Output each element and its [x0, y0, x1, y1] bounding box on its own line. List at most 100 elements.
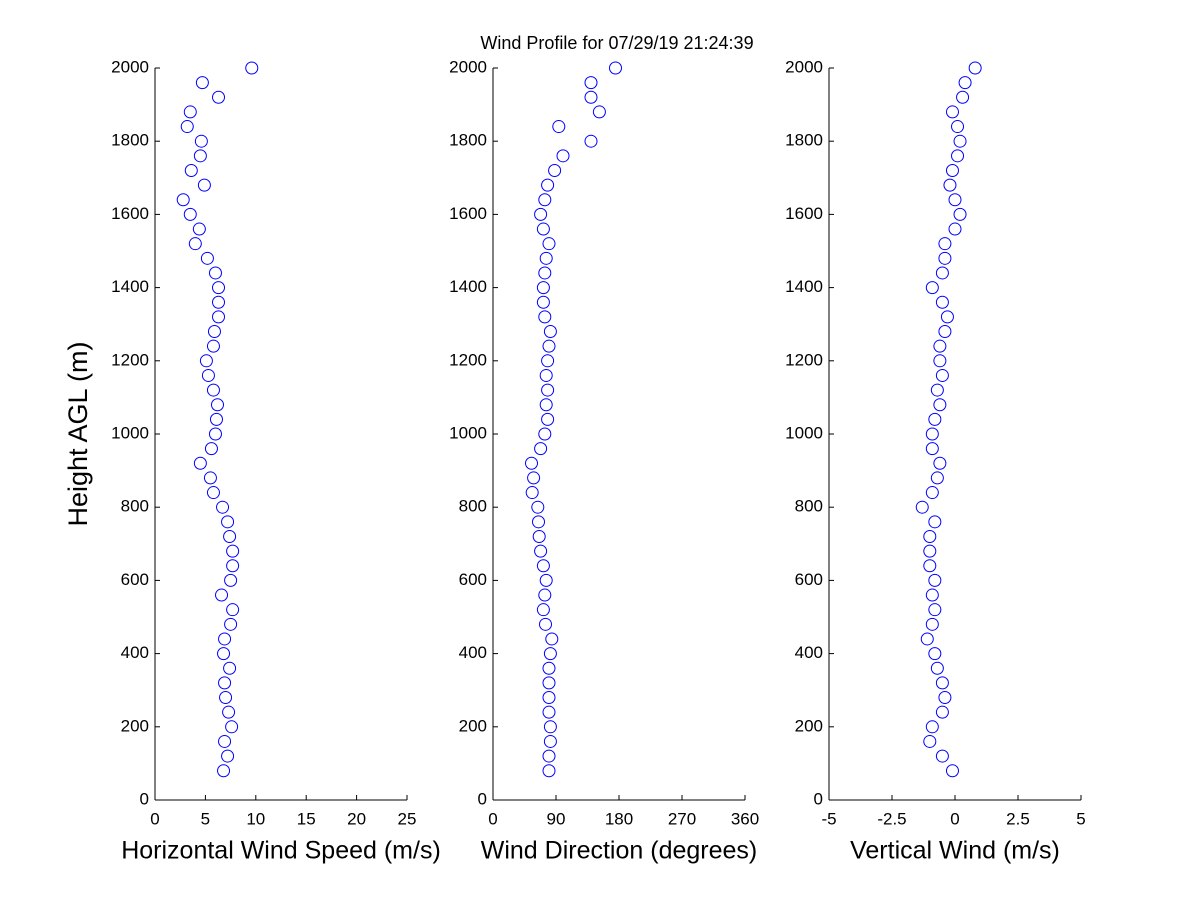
point — [206, 383, 220, 397]
point — [218, 632, 232, 646]
y-tick-label: 1400 — [785, 277, 823, 296]
point — [925, 281, 939, 295]
point — [945, 105, 959, 119]
point — [200, 251, 214, 265]
point — [541, 383, 555, 397]
point — [935, 749, 949, 763]
point — [945, 764, 959, 778]
y-tick-label: 400 — [459, 643, 487, 662]
x-tick-label: -2.5 — [877, 809, 906, 828]
point — [224, 617, 238, 631]
point — [542, 691, 556, 705]
point — [534, 207, 548, 221]
point — [194, 134, 208, 148]
y-tick-label: 400 — [121, 643, 149, 662]
y-tick-label: 2000 — [111, 57, 149, 76]
point — [951, 120, 965, 134]
point — [218, 734, 232, 748]
point — [928, 573, 942, 587]
point — [209, 412, 223, 426]
x-tick-label: 5 — [1076, 809, 1085, 828]
point — [933, 456, 947, 470]
y-tick-label: 1200 — [111, 350, 149, 369]
point — [223, 661, 237, 675]
point — [968, 61, 982, 75]
point — [539, 398, 553, 412]
point — [226, 603, 240, 617]
y-tick-label: 1800 — [785, 131, 823, 150]
y-tick-label: 1400 — [449, 277, 487, 296]
point — [536, 222, 550, 236]
point — [201, 368, 215, 382]
point — [212, 90, 226, 104]
point — [542, 339, 556, 353]
point — [216, 500, 230, 514]
y-tick-label: 200 — [459, 716, 487, 735]
point — [525, 486, 539, 500]
point — [951, 149, 965, 163]
x-tick-label: 360 — [731, 809, 759, 828]
point — [938, 325, 952, 339]
point — [212, 310, 226, 324]
point — [948, 193, 962, 207]
point — [534, 442, 548, 456]
point — [538, 427, 552, 441]
point — [928, 647, 942, 661]
x-tick-label: 5 — [201, 809, 210, 828]
point — [940, 310, 954, 324]
point — [183, 105, 197, 119]
point — [943, 178, 957, 192]
point — [217, 647, 231, 661]
point — [206, 339, 220, 353]
point — [930, 383, 944, 397]
point — [225, 720, 239, 734]
x-tick-label: 0 — [488, 809, 497, 828]
point — [945, 163, 959, 177]
y-tick-label: 0 — [478, 789, 487, 808]
chart-title: Wind Profile for 07/29/19 21:24:39 — [480, 33, 753, 53]
point — [531, 500, 545, 514]
x-tick-label: 90 — [547, 809, 566, 828]
x-axis-label: Vertical Wind (m/s) — [850, 837, 1060, 865]
point — [532, 515, 545, 529]
point — [925, 427, 939, 441]
point — [930, 471, 944, 485]
point — [938, 691, 952, 705]
point — [539, 617, 552, 631]
y-tick-label: 200 — [795, 716, 823, 735]
point — [184, 163, 198, 177]
point — [923, 734, 937, 748]
point — [532, 529, 546, 543]
point — [222, 705, 236, 719]
point — [541, 412, 555, 426]
y-tick-label: 2000 — [449, 57, 487, 76]
point — [925, 617, 939, 631]
point — [925, 720, 939, 734]
point — [542, 764, 556, 778]
point — [935, 266, 949, 280]
point — [208, 427, 222, 441]
point — [938, 237, 952, 251]
x-tick-label: 25 — [398, 809, 417, 828]
point — [953, 134, 967, 148]
point — [538, 310, 552, 324]
y-tick-label: 1800 — [111, 131, 149, 150]
point — [539, 251, 553, 265]
point — [925, 442, 939, 456]
x-tick-label: 20 — [347, 809, 366, 828]
y-tick-label: 600 — [121, 570, 149, 589]
point — [176, 193, 190, 207]
y-tick-label: 1000 — [449, 423, 487, 442]
y-tick-label: 600 — [795, 570, 823, 589]
y-tick-label: 800 — [795, 497, 823, 516]
point — [938, 251, 952, 265]
point — [541, 354, 555, 368]
point — [543, 720, 557, 734]
point — [609, 61, 622, 75]
point — [543, 647, 557, 661]
point — [923, 559, 937, 573]
x-tick-label: 180 — [605, 809, 633, 828]
point — [538, 193, 552, 207]
y-tick-label: 2000 — [785, 57, 823, 76]
